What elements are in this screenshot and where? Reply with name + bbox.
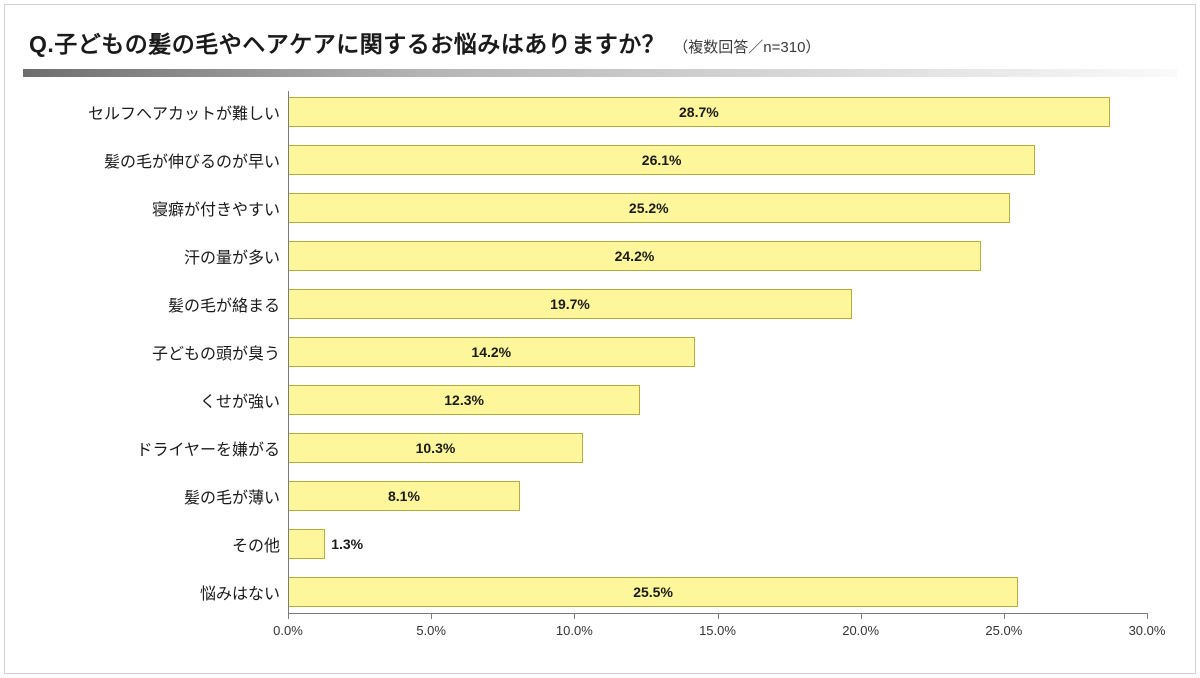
- x-tick: [1004, 613, 1005, 619]
- x-axis: 0.0%5.0%10.0%15.0%20.0%25.0%30.0%: [23, 613, 1147, 653]
- bar-track: 14.2%: [288, 337, 1147, 367]
- bar-track: 24.2%: [288, 241, 1147, 271]
- chart-row: 悩みはない 25.5%: [23, 577, 1147, 607]
- category-label: 寝癖が付きやすい: [23, 196, 288, 220]
- bar-track: 25.5%: [288, 577, 1147, 607]
- value-label: 25.2%: [629, 200, 669, 216]
- chart-subtitle: （複数回答／n=310）: [673, 36, 820, 57]
- chart-row: 子どもの頭が臭う 14.2%: [23, 337, 1147, 367]
- chart-row: 汗の量が多い 24.2%: [23, 241, 1147, 271]
- chart-row: 髪の毛が絡まる 19.7%: [23, 289, 1147, 319]
- category-label: セルフヘアカットが難しい: [23, 100, 288, 124]
- chart-frame: Q.子どもの髪の毛やヘアケアに関するお悩みはありますか？ （複数回答／n=310…: [4, 4, 1196, 674]
- value-label: 19.7%: [550, 296, 590, 312]
- value-label: 14.2%: [471, 344, 511, 360]
- x-tick: [718, 613, 719, 619]
- category-label: その他: [23, 532, 288, 556]
- chart-row: くせが強い 12.3%: [23, 385, 1147, 415]
- category-label: 子どもの頭が臭う: [23, 340, 288, 364]
- bar-track: 28.7%: [288, 97, 1147, 127]
- category-label: ドライヤーを嫌がる: [23, 436, 288, 460]
- x-tick: [288, 613, 289, 619]
- title-line: Q.子どもの髪の毛やヘアケアに関するお悩みはありますか？ （複数回答／n=310…: [23, 25, 1177, 59]
- chart-row: 寝癖が付きやすい 25.2%: [23, 193, 1147, 223]
- title-divider: [23, 69, 1177, 77]
- x-tick-label: 25.0%: [985, 623, 1022, 638]
- value-label: 24.2%: [615, 248, 655, 264]
- value-label: 1.3%: [331, 536, 363, 552]
- value-label: 25.5%: [633, 584, 673, 600]
- category-label: くせが強い: [23, 388, 288, 412]
- category-label: 髪の毛が伸びるのが早い: [23, 148, 288, 172]
- chart-row: ドライヤーを嫌がる 10.3%: [23, 433, 1147, 463]
- x-tick-label: 15.0%: [699, 623, 736, 638]
- value-label: 26.1%: [642, 152, 682, 168]
- x-tick-label: 0.0%: [273, 623, 303, 638]
- x-tick: [574, 613, 575, 619]
- bar-track: 12.3%: [288, 385, 1147, 415]
- bar: [288, 529, 325, 559]
- x-tick-label: 5.0%: [416, 623, 446, 638]
- value-label: 28.7%: [679, 104, 719, 120]
- bar-track: 25.2%: [288, 193, 1147, 223]
- bar-track: 10.3%: [288, 433, 1147, 463]
- chart-row: 髪の毛が薄い 8.1%: [23, 481, 1147, 511]
- value-label: 8.1%: [388, 488, 420, 504]
- y-axis-line: [288, 91, 289, 613]
- chart-row: 髪の毛が伸びるのが早い 26.1%: [23, 145, 1147, 175]
- bar-chart: セルフヘアカットが難しい 28.7% 髪の毛が伸びるのが早い 26.1% 寝癖が付きやす…: [23, 91, 1177, 651]
- x-tick-label: 30.0%: [1129, 623, 1166, 638]
- bar-track: 1.3%: [288, 529, 1147, 559]
- value-label: 12.3%: [444, 392, 484, 408]
- bar-track: 26.1%: [288, 145, 1147, 175]
- chart-row: その他 1.3%: [23, 529, 1147, 559]
- x-tick-label: 10.0%: [556, 623, 593, 638]
- bar-track: 19.7%: [288, 289, 1147, 319]
- value-label: 10.3%: [416, 440, 456, 456]
- category-label: 髪の毛が絡まる: [23, 292, 288, 316]
- chart-row: セルフヘアカットが難しい 28.7%: [23, 97, 1147, 127]
- bar-track: 8.1%: [288, 481, 1147, 511]
- x-tick-label: 20.0%: [842, 623, 879, 638]
- category-label: 汗の量が多い: [23, 244, 288, 268]
- x-tick: [861, 613, 862, 619]
- x-tick: [1147, 613, 1148, 619]
- x-tick: [431, 613, 432, 619]
- category-label: 悩みはない: [23, 580, 288, 604]
- category-label: 髪の毛が薄い: [23, 484, 288, 508]
- chart-title: Q.子どもの髪の毛やヘアケアに関するお悩みはありますか？: [29, 25, 665, 59]
